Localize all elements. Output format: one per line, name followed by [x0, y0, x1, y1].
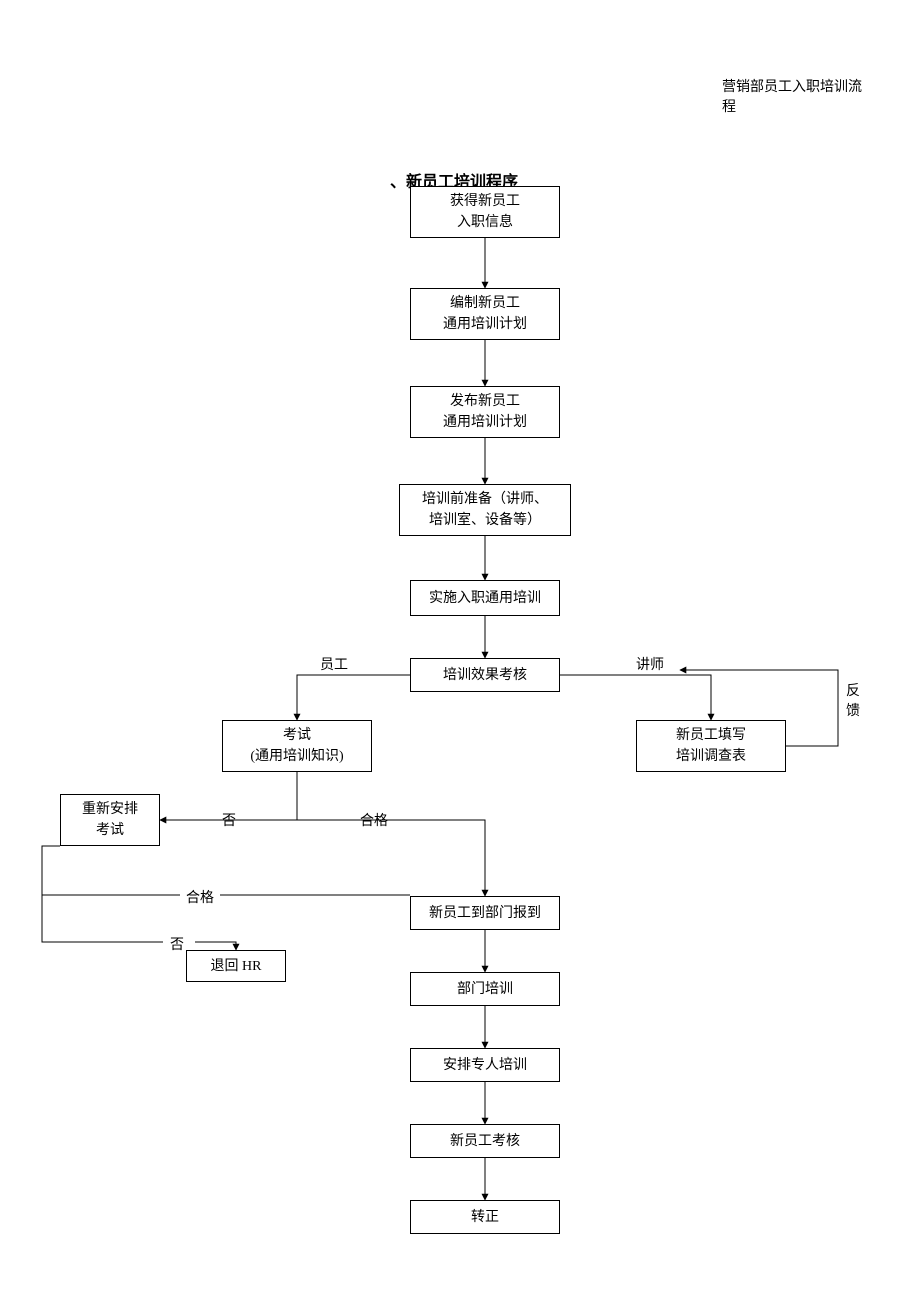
header-line1: 营销部员工入职培训流	[722, 80, 862, 95]
node-text: 重新安排	[82, 799, 138, 820]
node-reschedule-exam: 重新安排 考试	[60, 794, 160, 846]
node-text: 通用培训计划	[443, 314, 527, 335]
node-publish-plan: 发布新员工 通用培训计划	[410, 386, 560, 438]
node-report-dept: 新员工到部门报到	[410, 896, 560, 930]
node-text: 考试	[283, 725, 311, 746]
node-text: 转正	[471, 1207, 499, 1228]
header-line2: 程	[722, 100, 736, 115]
label-pass-2: 合格	[186, 887, 214, 907]
node-dept-training: 部门培训	[410, 972, 560, 1006]
node-text: 实施入职通用培训	[429, 588, 541, 609]
label-instructor: 讲师	[636, 654, 664, 674]
node-text: 培训效果考核	[443, 665, 527, 686]
label-feedback-2: 馈	[846, 700, 860, 720]
node-return-hr: 退回 HR	[186, 950, 286, 982]
node-regularize: 转正	[410, 1200, 560, 1234]
label-employee: 员工	[320, 654, 348, 674]
label-no-2: 否	[170, 934, 184, 954]
node-text: 安排专人培训	[443, 1055, 527, 1076]
node-get-info: 获得新员工 入职信息	[410, 186, 560, 238]
doc-header: 营销部员工入职培训流 程	[722, 78, 882, 117]
label-feedback-1: 反	[846, 680, 860, 700]
node-text: 培训调查表	[676, 746, 746, 767]
node-text: 新员工考核	[450, 1131, 520, 1152]
node-exam: 考试 (通用培训知识)	[222, 720, 372, 772]
node-assessment: 培训效果考核	[410, 658, 560, 692]
node-text: 培训室、设备等）	[429, 510, 541, 531]
label-pass-1: 合格	[360, 810, 388, 830]
node-text: 部门培训	[457, 979, 513, 1000]
node-survey: 新员工填写 培训调查表	[636, 720, 786, 772]
node-text: 新员工到部门报到	[429, 903, 541, 924]
node-compile-plan: 编制新员工 通用培训计划	[410, 288, 560, 340]
node-text: 培训前准备（讲师、	[422, 489, 548, 510]
node-text: 退回 HR	[211, 956, 262, 977]
node-mentor-training: 安排专人培训	[410, 1048, 560, 1082]
node-conduct-training: 实施入职通用培训	[410, 580, 560, 616]
node-text: 编制新员工	[450, 293, 520, 314]
node-text: 获得新员工	[450, 191, 520, 212]
node-text: 发布新员工	[450, 391, 520, 412]
label-no-1: 否	[222, 810, 236, 830]
node-text: 考试	[96, 820, 124, 841]
node-new-emp-assess: 新员工考核	[410, 1124, 560, 1158]
node-preparation: 培训前准备（讲师、 培训室、设备等）	[399, 484, 571, 536]
node-text: (通用培训知识)	[250, 746, 343, 767]
node-text: 通用培训计划	[443, 412, 527, 433]
node-text: 新员工填写	[676, 725, 746, 746]
node-text: 入职信息	[457, 212, 513, 233]
